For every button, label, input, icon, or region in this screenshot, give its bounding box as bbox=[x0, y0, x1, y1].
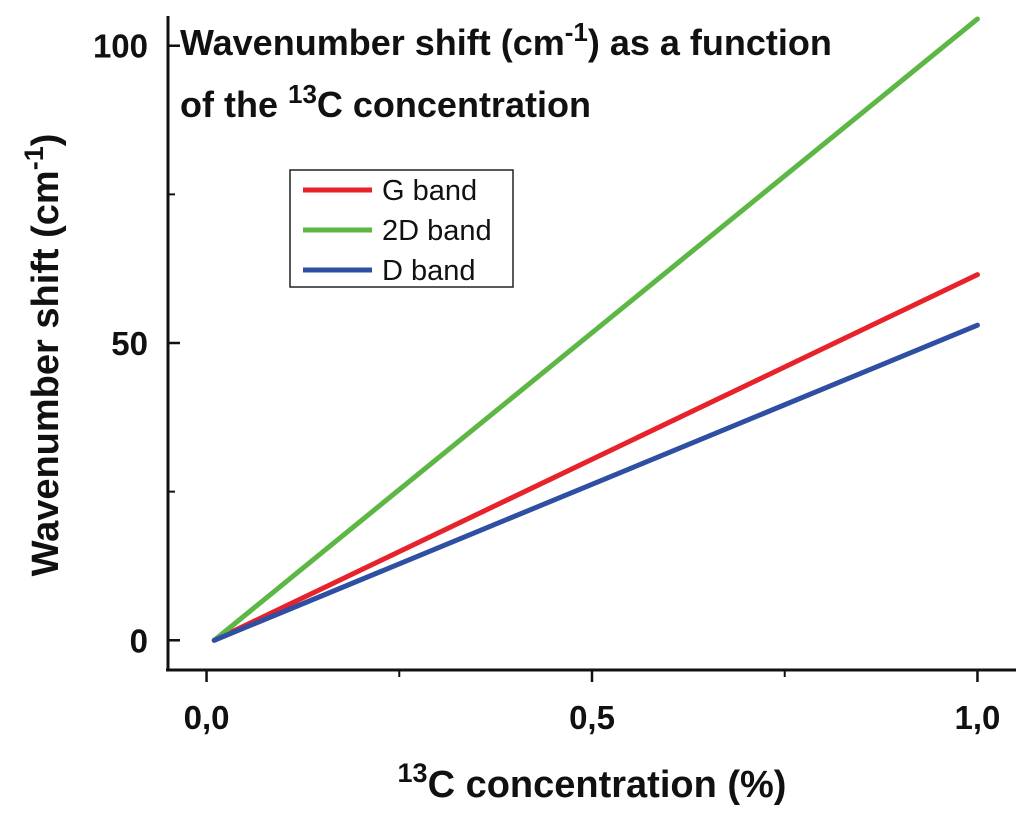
y-tick-label: 100 bbox=[93, 28, 148, 65]
x-ticks: 0,0 0,5 1,0 bbox=[184, 670, 1001, 736]
y-ticks: 0 50 100 bbox=[93, 28, 180, 659]
legend-label-2d-band: 2D band bbox=[382, 215, 492, 247]
y-tick-label: 50 bbox=[111, 325, 148, 362]
series-line-g-band bbox=[211, 272, 980, 643]
x-tick-label: 0,0 bbox=[184, 699, 230, 736]
legend-items: G band 2D band D band bbox=[303, 175, 492, 287]
chart-title-line-2: of the 13C concentration bbox=[180, 79, 591, 125]
legend-label-g-band: G band bbox=[382, 175, 477, 207]
series-line-d-band bbox=[211, 322, 980, 643]
x-axis-label: 13C concentration (%) bbox=[398, 758, 787, 806]
chart-title-line-1: Wavenumber shift (cm-1) as a function bbox=[180, 17, 832, 63]
x-tick-label: 1,0 bbox=[955, 699, 1001, 736]
x-tick-label: 0,5 bbox=[569, 699, 615, 736]
legend: G band 2D band D band bbox=[289, 169, 514, 288]
series-line-2d-band bbox=[211, 16, 980, 643]
y-tick-label: 0 bbox=[130, 622, 148, 659]
legend-label-d-band: D band bbox=[382, 255, 476, 287]
y-axis-label: Wavenumber shift (cm-1) bbox=[19, 134, 67, 577]
series-lines bbox=[211, 16, 980, 643]
